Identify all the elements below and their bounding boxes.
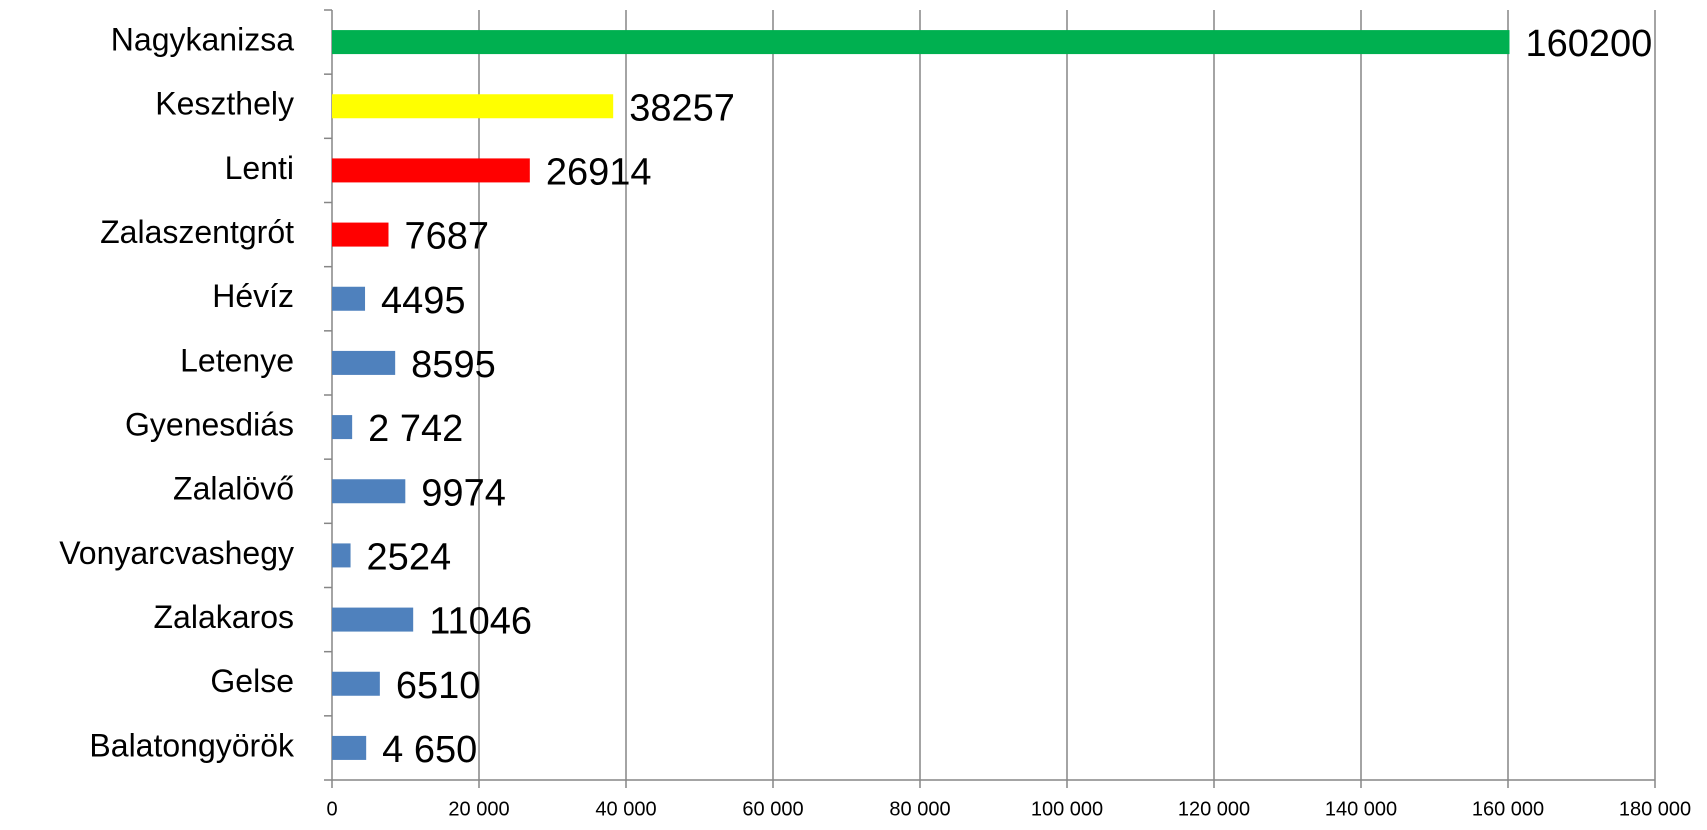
bar — [332, 479, 406, 504]
x-tick-label: 0 — [326, 798, 337, 820]
value-label: 38257 — [629, 87, 735, 129]
x-tick-label: 60 000 — [742, 798, 803, 820]
x-tick-label: 80 000 — [889, 798, 950, 820]
value-label: 9974 — [421, 472, 506, 514]
y-tick-label: Lenti — [225, 150, 294, 186]
bar — [332, 415, 353, 440]
y-tick-label: Zalakaros — [154, 599, 295, 635]
y-tick-label: Nagykanizsa — [111, 22, 294, 58]
y-tick-label: Hévíz — [212, 278, 294, 314]
y-tick-label: Letenye — [180, 342, 294, 378]
bar — [332, 222, 389, 247]
bar — [332, 735, 367, 760]
y-tick-label: Keszthely — [155, 86, 294, 122]
bar — [332, 286, 366, 311]
y-tick-label: Vonyarcvashegy — [59, 535, 294, 571]
bar — [332, 30, 1510, 55]
x-tick-label: 100 000 — [1031, 798, 1103, 820]
x-tick-label: 140 000 — [1325, 798, 1397, 820]
y-tick-label: Balatongyörök — [89, 727, 295, 763]
value-label: 26914 — [546, 151, 652, 193]
bar — [332, 94, 614, 119]
x-tick-label: 20 000 — [448, 798, 509, 820]
y-tick-label: Gelse — [210, 663, 294, 699]
value-label: 4495 — [381, 280, 466, 322]
value-label: 2 742 — [368, 408, 463, 450]
value-label: 8595 — [411, 344, 496, 386]
bar — [332, 607, 414, 632]
x-tick-label: 180 000 — [1619, 798, 1691, 820]
value-label: 2524 — [367, 536, 452, 578]
bar — [332, 543, 351, 568]
y-tick-label: Gyenesdiás — [125, 407, 294, 443]
x-tick-label: 120 000 — [1178, 798, 1250, 820]
value-label: 4 650 — [382, 729, 477, 771]
x-tick-label: 160 000 — [1472, 798, 1544, 820]
bar — [332, 350, 396, 375]
x-tick-label: 40 000 — [595, 798, 656, 820]
value-label: 160200 — [1525, 23, 1652, 65]
bar — [332, 158, 530, 183]
value-label: 7687 — [404, 216, 489, 258]
y-tick-label: Zalalövő — [173, 471, 294, 507]
value-label: 11046 — [429, 601, 532, 643]
bar — [332, 671, 380, 696]
y-tick-label: Zalaszentgrót — [100, 214, 294, 250]
value-label: 6510 — [396, 665, 481, 707]
